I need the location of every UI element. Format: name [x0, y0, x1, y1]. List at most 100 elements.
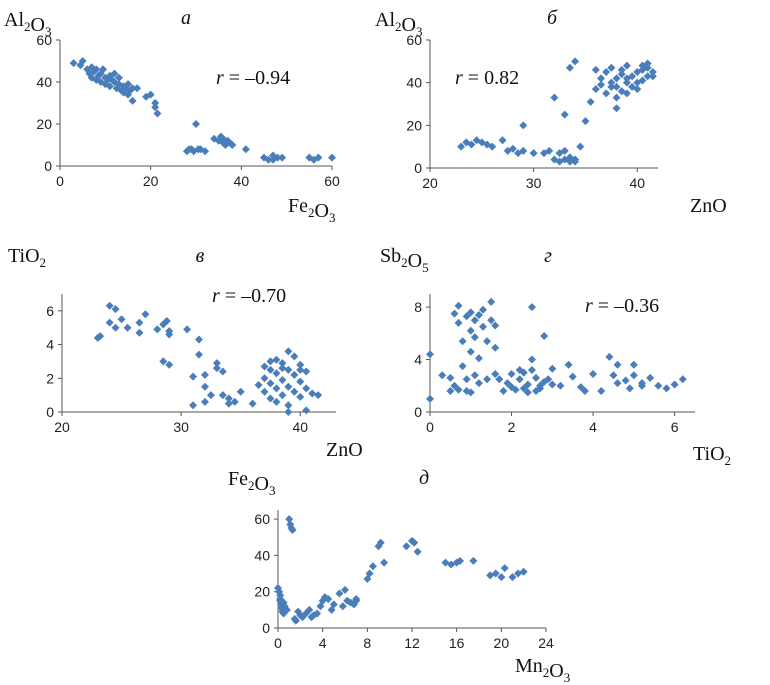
data-point [141, 310, 150, 319]
data-point [446, 373, 455, 382]
data-point [282, 605, 291, 614]
y-axis-label: Al2O3 [375, 9, 422, 39]
data-point [446, 387, 455, 396]
data-point [264, 155, 273, 164]
data-point [302, 367, 311, 376]
x-tick-label: 40 [629, 175, 645, 191]
x-tick-label: 30 [526, 175, 542, 191]
data-point [544, 375, 553, 384]
data-point [479, 322, 487, 331]
data-point [483, 337, 492, 346]
x-tick-label: 0 [426, 419, 434, 435]
data-point [519, 384, 528, 393]
data-point [272, 369, 281, 378]
data-point [96, 332, 105, 341]
data-point [568, 372, 577, 381]
data-point [571, 57, 580, 66]
data-point [491, 343, 500, 352]
data-point [450, 381, 459, 390]
y-tick-label: 0 [262, 620, 270, 636]
data-point [483, 375, 492, 384]
data-point [462, 312, 471, 321]
data-point [314, 153, 323, 162]
data-point [278, 359, 287, 368]
y-tick-label: 2 [46, 370, 54, 386]
data-point [288, 525, 297, 534]
data-point [581, 117, 590, 126]
data-point [466, 347, 475, 356]
data-point [284, 365, 293, 374]
data-point [622, 89, 631, 98]
data-point [678, 375, 687, 384]
data-point [324, 594, 333, 603]
panel-title: г [544, 245, 552, 267]
panel-d: 0 20 40 60 0 4 8 12 16 20 24 Fe2O3 Mn2O3 д [228, 467, 570, 685]
y-tick-label: 20 [254, 584, 270, 600]
data-point [507, 369, 516, 378]
data-point [560, 110, 569, 119]
data-point [466, 308, 475, 317]
x-axis-label: Fe2O3 [288, 195, 335, 225]
data-point [497, 573, 506, 582]
data-point [352, 596, 361, 605]
data-point [612, 82, 621, 91]
x-tick-label: 40 [292, 419, 308, 435]
data-point [612, 104, 621, 113]
data-point [602, 89, 611, 98]
data-point [117, 315, 126, 324]
x-tick-label: 24 [538, 635, 554, 651]
data-point [224, 399, 233, 408]
data-point [380, 558, 389, 567]
data-point [617, 70, 626, 79]
data-point [296, 392, 305, 401]
data-point [285, 515, 294, 524]
data-point [153, 109, 162, 118]
x-tick-label: 16 [449, 635, 465, 651]
data-point [607, 63, 616, 72]
data-point [69, 59, 78, 68]
data-point [491, 569, 500, 578]
data-point [111, 323, 120, 332]
y-axis-label: Al2O3 [4, 9, 51, 39]
x-tick-label: 12 [404, 635, 420, 651]
data-point [438, 371, 447, 380]
data-point [519, 146, 528, 155]
data-point [523, 380, 532, 389]
data-point [523, 388, 532, 397]
data-point [338, 602, 347, 611]
data-point [591, 65, 600, 74]
data-point [607, 78, 616, 87]
data-point [114, 73, 123, 82]
data-point [629, 371, 638, 380]
data-point [153, 325, 162, 334]
panel-title: в [196, 245, 205, 267]
data-point [230, 397, 239, 406]
data-point [576, 142, 585, 151]
data-point [296, 377, 305, 386]
data-point [124, 80, 132, 89]
x-tick-label: 4 [589, 419, 597, 435]
y-tick-label: 60 [406, 32, 422, 48]
data-point [491, 321, 500, 330]
data-point [622, 74, 631, 83]
data-point [302, 384, 311, 393]
data-point [529, 149, 538, 158]
data-point [474, 379, 483, 388]
data-point [200, 397, 209, 406]
data-point [260, 374, 269, 383]
data-point [290, 370, 299, 379]
data-point [284, 382, 293, 391]
data-point [273, 153, 282, 162]
data-point [254, 381, 263, 390]
panel-title: а [181, 7, 191, 29]
data-point [278, 364, 287, 373]
data-point [662, 384, 671, 393]
data-point [165, 360, 174, 369]
data-point [201, 147, 210, 156]
data-point [454, 385, 463, 394]
data-point [621, 376, 630, 385]
data-point [643, 72, 652, 81]
data-point [290, 352, 299, 361]
data-point [128, 96, 137, 105]
data-point [591, 85, 600, 94]
